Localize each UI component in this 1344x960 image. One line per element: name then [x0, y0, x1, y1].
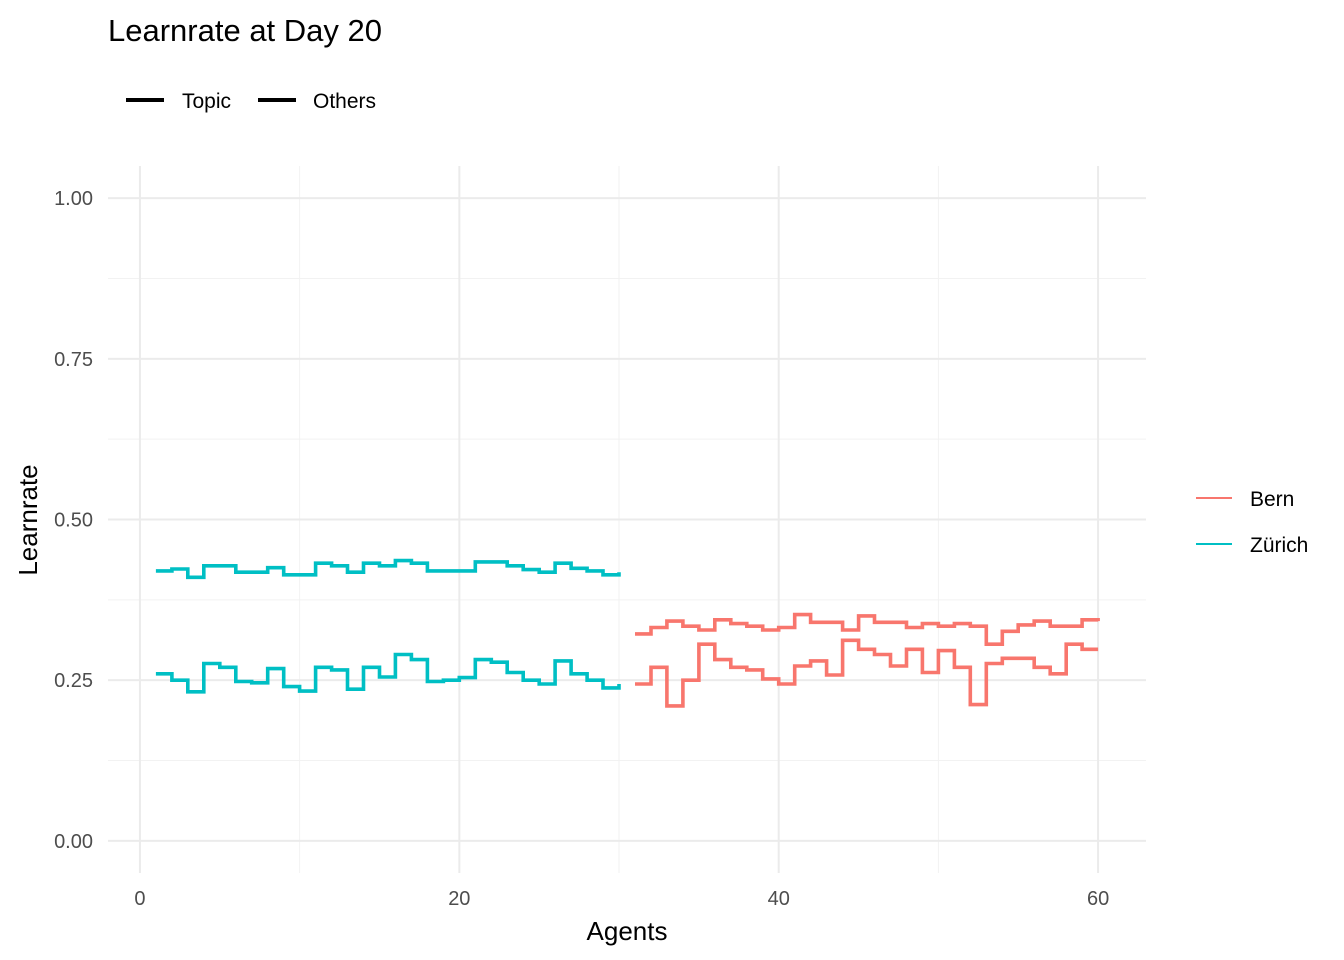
legend-label-topic: Topic	[182, 90, 231, 113]
legend-label-bern: Bern	[1250, 488, 1294, 511]
series-line-bern-topic	[635, 612, 1100, 646]
y-tick-label: 0.75	[54, 349, 93, 371]
x-axis-title: Agents	[587, 916, 668, 946]
x-tick-labels: 0 20 40 60	[134, 888, 1109, 910]
grid-major	[108, 166, 1146, 873]
color-legend: Bern Zürich	[1196, 488, 1308, 557]
legend-label-others: Others	[313, 90, 376, 113]
y-tick-label: 1.00	[54, 188, 93, 210]
series-line-bern-others	[635, 638, 1099, 708]
chart-title: Learnrate at Day 20	[108, 13, 382, 48]
y-tick-label: 0.50	[54, 510, 93, 532]
series-line-zurich-others	[155, 652, 621, 694]
x-tick-label: 0	[134, 888, 145, 910]
linetype-legend: Topic Others	[126, 90, 376, 113]
x-tick-label: 60	[1087, 888, 1109, 910]
series-line-zurich-topic	[155, 558, 621, 580]
y-tick-label: 0.25	[54, 670, 93, 692]
x-tick-label: 20	[448, 888, 470, 910]
series-layer	[155, 558, 1100, 708]
y-tick-labels: 0.00 0.25 0.50 0.75 1.00	[54, 188, 93, 853]
y-tick-label: 0.00	[54, 831, 93, 853]
x-tick-label: 40	[768, 888, 790, 910]
legend-label-zurich: Zürich	[1250, 534, 1308, 557]
y-axis-title: Learnrate	[13, 464, 43, 575]
